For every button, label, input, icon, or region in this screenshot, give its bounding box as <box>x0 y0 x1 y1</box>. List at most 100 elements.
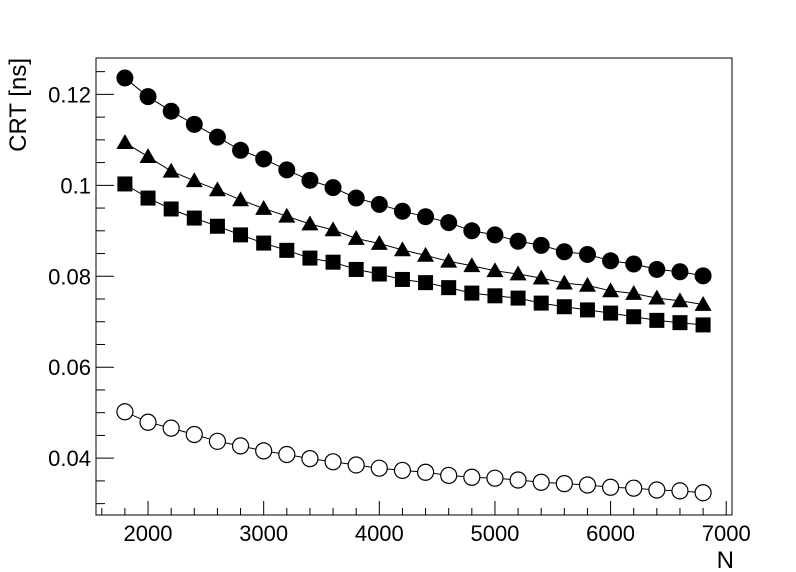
series-3-point <box>233 227 249 243</box>
y-axis-tick-labels: 0.04 0.06 0.08 0.1 0.12 <box>48 82 91 471</box>
series-4-point <box>393 461 412 480</box>
series-4-point <box>255 442 273 460</box>
data-markers <box>116 69 712 502</box>
series-1-point <box>347 189 365 207</box>
series-4-point <box>509 471 527 489</box>
x-tick-label: 7000 <box>702 521 751 546</box>
y-tick-label: 0.08 <box>48 264 91 289</box>
series-1-point <box>255 150 273 168</box>
series-2-point <box>578 276 596 292</box>
series-3-point <box>626 309 642 325</box>
series-4-point <box>324 453 342 471</box>
series-1-point <box>232 141 250 159</box>
series-1-point <box>139 88 157 106</box>
x-axis-ticks <box>101 501 727 515</box>
plot-frame <box>95 57 733 516</box>
y-tick-label: 0.12 <box>48 82 91 107</box>
series-3-point <box>325 254 341 270</box>
series-4-point <box>463 468 481 486</box>
series-4-point <box>347 456 365 474</box>
series-2-point <box>440 252 458 268</box>
series-1-point <box>116 69 134 87</box>
series-2-point <box>232 191 250 207</box>
series-3-point <box>371 266 387 282</box>
y-tick-label: 0.06 <box>48 355 91 380</box>
series-2-point <box>370 235 388 250</box>
series-1-point <box>393 202 411 220</box>
series-4-point <box>694 484 712 502</box>
series-3-point <box>279 242 295 258</box>
series-1-point <box>324 179 342 197</box>
series-3-point <box>163 201 179 217</box>
series-1-point <box>162 102 180 120</box>
series-4-point <box>648 481 666 499</box>
series-1-point <box>602 252 620 270</box>
series-1-point <box>532 236 550 254</box>
series-4-point <box>625 479 643 497</box>
series-4-point <box>278 445 296 464</box>
series-1-point <box>625 255 643 273</box>
series-2-point <box>116 134 134 149</box>
series-3-point <box>209 218 225 234</box>
series-2-point <box>255 200 273 215</box>
series-1-point <box>694 267 712 285</box>
series-4-point <box>185 425 203 444</box>
series-2-point <box>347 230 365 245</box>
series-3-point <box>649 312 665 328</box>
series-4-point <box>416 463 435 481</box>
series-3-point <box>579 302 595 318</box>
series-1-point <box>440 214 458 232</box>
series-2-point <box>532 269 550 285</box>
series-1-point <box>463 222 481 240</box>
series-2-point <box>301 215 319 231</box>
series-1-fit-line <box>124 77 704 277</box>
series-4-point <box>578 476 597 494</box>
x-tick-label: 2000 <box>124 521 173 546</box>
series-3-point <box>487 288 503 304</box>
series-3-point <box>140 190 156 206</box>
y-tick-label: 0.04 <box>48 446 91 471</box>
series-4-point <box>555 475 573 493</box>
series-3-point <box>533 295 549 311</box>
series-2-point <box>648 289 666 305</box>
series-2-point <box>486 262 504 278</box>
series-2-point <box>694 295 712 311</box>
y-axis-title: CRT [ns] <box>5 58 32 152</box>
x-axis-tick-labels: 2000 3000 4000 5000 6000 7000 <box>124 521 751 546</box>
series-1-point <box>208 128 226 146</box>
y-axis-ticks <box>96 71 114 505</box>
x-tick-label: 6000 <box>586 521 635 546</box>
series-2-point <box>162 162 180 178</box>
series-4-point <box>486 469 504 487</box>
series-2-point <box>509 265 527 281</box>
series-3-point <box>603 305 619 321</box>
series-2-point <box>625 285 643 300</box>
series-1-point <box>185 115 203 133</box>
series-4-point <box>162 419 180 437</box>
series-3-point <box>418 275 434 291</box>
x-tick-label: 4000 <box>355 521 404 546</box>
series-3-point <box>441 280 457 296</box>
series-3-point <box>394 271 410 287</box>
series-1-point <box>648 260 666 278</box>
x-axis-title: N <box>717 547 734 572</box>
series-4-point <box>231 437 250 455</box>
series-4-point <box>139 413 157 431</box>
series-2-point <box>139 148 157 164</box>
series-2-point <box>671 292 689 308</box>
series-2-point <box>393 241 411 257</box>
series-1-point <box>301 171 319 189</box>
x-tick-label: 5000 <box>470 521 519 546</box>
series-2-point <box>208 181 226 197</box>
series-2-point <box>324 221 342 237</box>
series-3-point <box>302 250 318 266</box>
series-2-point <box>555 274 573 290</box>
series-1-point <box>278 161 296 179</box>
series-3-point <box>186 210 202 226</box>
series-3-point <box>510 290 526 306</box>
series-1-point <box>509 232 527 250</box>
x-tick-label: 3000 <box>239 521 288 546</box>
series-3-point <box>672 315 688 331</box>
series-4-point <box>208 432 227 450</box>
